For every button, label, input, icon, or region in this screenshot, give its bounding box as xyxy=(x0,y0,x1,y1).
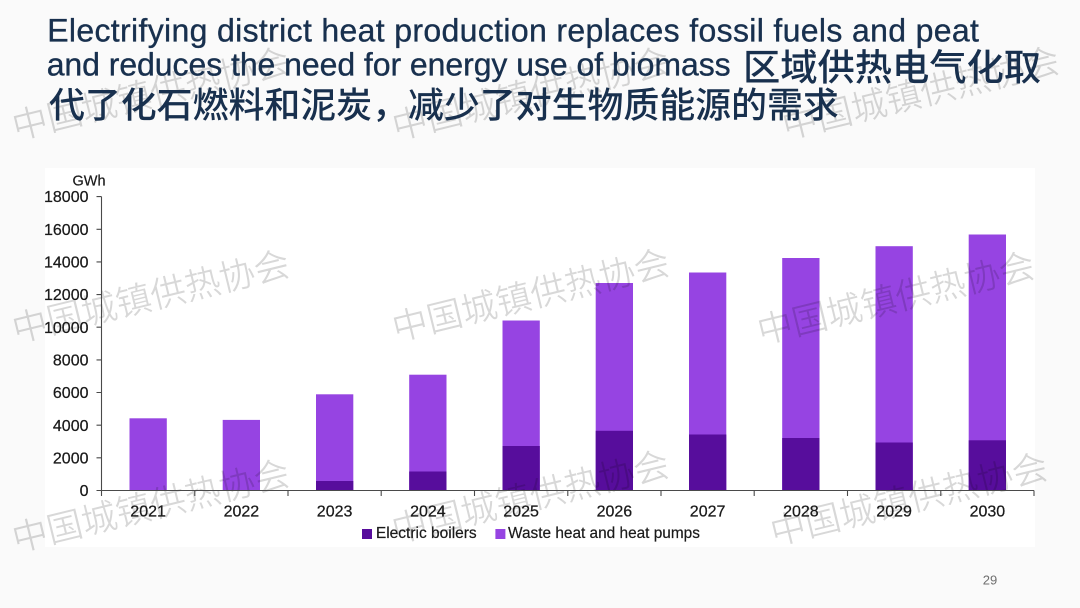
svg-text:and reduces the need for energ: and reduces the need for energy use of b… xyxy=(47,47,731,83)
svg-text:12000: 12000 xyxy=(44,287,89,304)
svg-text:14000: 14000 xyxy=(44,255,89,272)
svg-text:8000: 8000 xyxy=(53,353,89,370)
svg-text:2023: 2023 xyxy=(317,503,353,520)
svg-text:2021: 2021 xyxy=(130,503,166,520)
svg-text:2022: 2022 xyxy=(224,503,260,520)
svg-text:18000: 18000 xyxy=(44,189,89,206)
svg-text:29: 29 xyxy=(983,573,997,588)
svg-text:2030: 2030 xyxy=(970,503,1006,520)
svg-text:10000: 10000 xyxy=(44,320,89,337)
svg-text:6000: 6000 xyxy=(53,385,89,402)
svg-text:Waste heat and heat pumps: Waste heat and heat pumps xyxy=(508,525,700,542)
svg-text:0: 0 xyxy=(80,483,89,500)
svg-text:4000: 4000 xyxy=(53,418,89,435)
svg-text:Electric boilers: Electric boilers xyxy=(376,525,477,542)
svg-text:Electrifying district heat pro: Electrifying district heat production re… xyxy=(47,12,979,48)
svg-text:16000: 16000 xyxy=(44,222,89,239)
svg-text:2000: 2000 xyxy=(53,450,89,467)
svg-text:2028: 2028 xyxy=(783,503,819,520)
svg-text:2029: 2029 xyxy=(876,503,912,520)
svg-text:GWh: GWh xyxy=(72,174,105,190)
svg-text:2027: 2027 xyxy=(690,503,726,520)
svg-text:2025: 2025 xyxy=(503,503,539,520)
svg-text:2024: 2024 xyxy=(410,503,446,520)
svg-text:2026: 2026 xyxy=(597,503,633,520)
